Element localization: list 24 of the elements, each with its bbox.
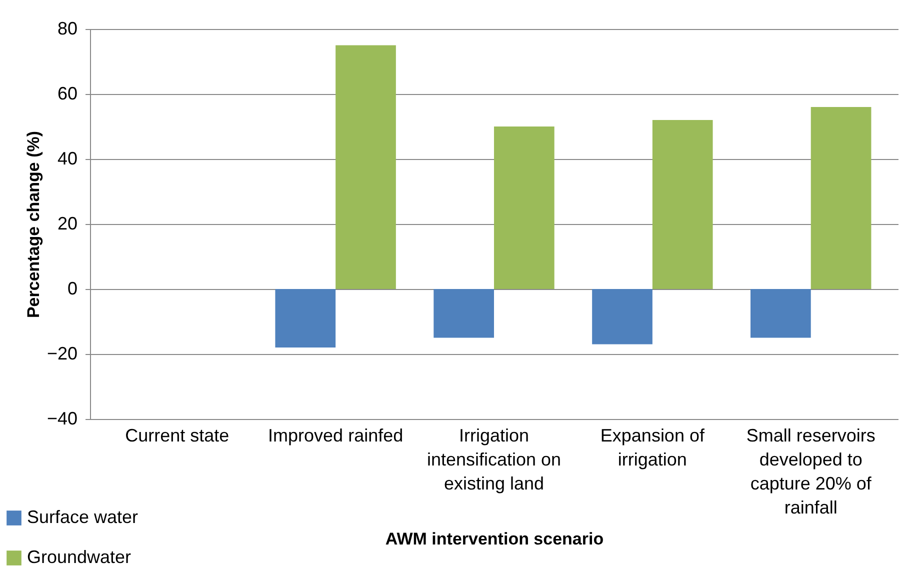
bar: [275, 289, 336, 348]
bar: [750, 289, 811, 338]
legend-label: Surface water: [27, 507, 138, 527]
y-tick-label: 80: [57, 18, 78, 38]
legend-label: Groundwater: [27, 547, 132, 567]
y-tick-label: −40: [46, 408, 78, 428]
bar: [336, 45, 396, 289]
bar: [434, 289, 494, 338]
x-tick-label: Expansion of irrigation: [600, 426, 706, 470]
bar: [810, 107, 872, 289]
x-axis-title: AWM intervention scenario: [385, 530, 604, 548]
bar: [494, 126, 554, 289]
y-tick-label: 20: [57, 214, 78, 234]
y-tick-label: 0: [67, 278, 78, 298]
y-axis-title: Percentage change (%): [24, 130, 43, 318]
y-tick-label: 40: [57, 148, 78, 168]
x-tick-label: Small reservoirs developed to capture 20% of rainfall: [746, 426, 876, 518]
y-tick-label: −20: [46, 344, 78, 364]
bar: [652, 120, 713, 289]
bar: [592, 289, 652, 344]
x-tick-label: Irrigation intensification on existing land: [426, 426, 562, 494]
x-tick-label: Improved rainfed: [268, 426, 404, 446]
y-tick-label: 60: [57, 84, 78, 104]
x-tick-label: Current state: [125, 426, 230, 446]
